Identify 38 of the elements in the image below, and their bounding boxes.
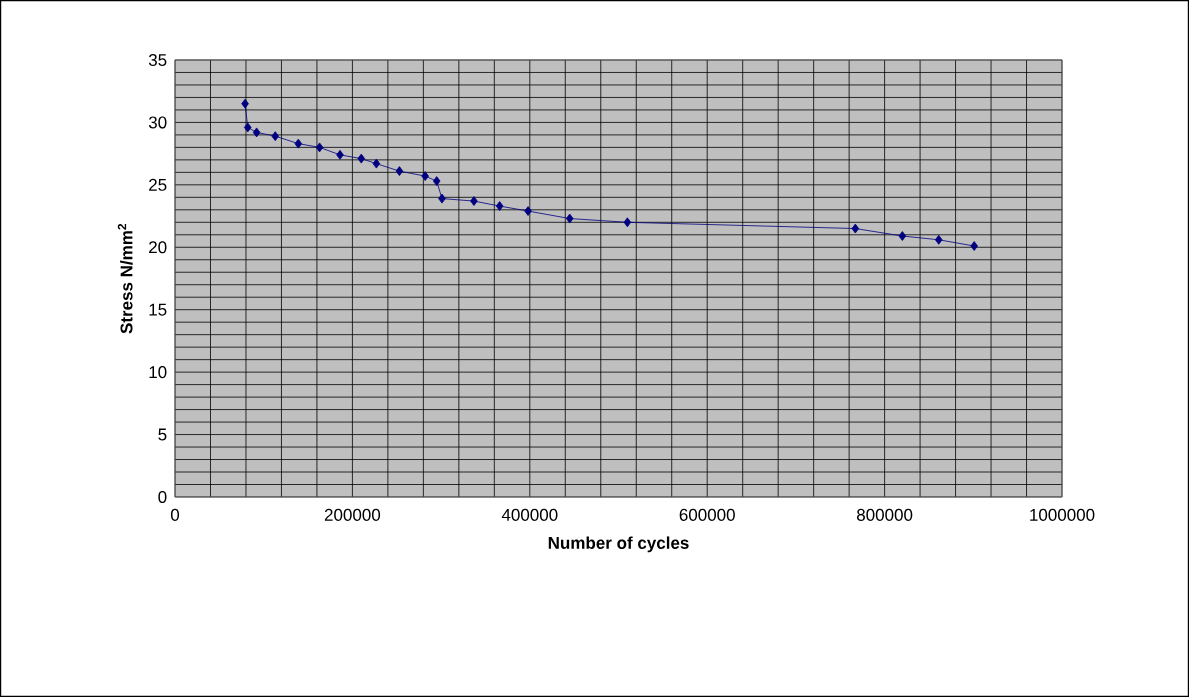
x-tick-label: 400000 xyxy=(501,508,558,521)
point xyxy=(294,138,303,149)
point xyxy=(315,142,324,153)
point xyxy=(357,153,366,164)
point xyxy=(395,166,404,177)
x-tick-label: 0 xyxy=(170,508,180,521)
x-tick-label: 800000 xyxy=(856,508,913,521)
point xyxy=(252,127,261,138)
y-tick-label: 5 xyxy=(158,428,167,441)
point xyxy=(623,217,632,228)
y-tick-label: 35 xyxy=(148,53,167,67)
point xyxy=(372,158,381,169)
point xyxy=(336,149,344,160)
point xyxy=(438,193,446,204)
point xyxy=(495,201,504,211)
point xyxy=(271,131,280,142)
point xyxy=(565,213,574,224)
point xyxy=(898,231,907,241)
y-tick-label: 0 xyxy=(158,490,167,504)
point xyxy=(970,241,978,251)
point xyxy=(243,122,252,133)
y-tick-label: 15 xyxy=(149,303,167,316)
point xyxy=(851,223,860,234)
y-tick-label: 10 xyxy=(149,366,167,379)
point xyxy=(432,176,441,186)
point xyxy=(470,196,478,206)
y-tick-label: 30 xyxy=(148,116,167,129)
point xyxy=(241,98,249,109)
y-tick-label: 25 xyxy=(149,178,167,191)
y-axis-title: Stress N/mm$^{2}$ xyxy=(117,223,133,334)
point xyxy=(524,206,532,216)
x-tick-label: 1000000 xyxy=(1030,508,1095,521)
x-tick-label: 600000 xyxy=(679,508,735,521)
x-tick-label: 200000 xyxy=(324,508,381,521)
x-axis-title: Number of cycles xyxy=(548,536,689,553)
point xyxy=(421,171,429,181)
point xyxy=(934,234,943,245)
y-tick-label: 20 xyxy=(149,241,167,254)
